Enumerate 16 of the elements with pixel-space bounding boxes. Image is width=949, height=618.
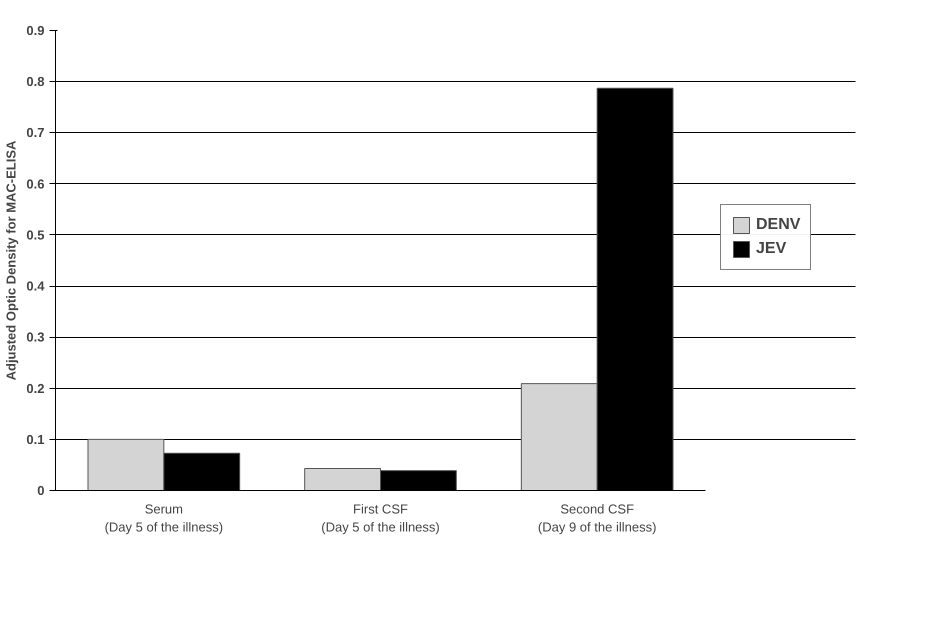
x-tick-label: First CSF (Day 5 of the illness) [321,502,440,534]
x-tick-label: Serum (Day 5 of the illness) [104,502,224,534]
legend-label: JEV [756,240,786,258]
y-tick-label: 0.3 [26,330,45,345]
y-tick-label: 0.2 [26,380,45,396]
y-tick-label: 0 [37,483,45,498]
y-axis-title: Adjusted Optic Density for MAC-ELISA [3,140,18,380]
y-tick-label: 0.5 [26,227,45,242]
y-tick-label: 0.7 [26,125,45,140]
y-tick-label: 0.4 [26,278,46,294]
y-tick-label: 0.8 [26,74,45,90]
y-tick-label: 0.9 [26,23,45,38]
legend-label: DENV [756,216,800,234]
x-tick-label: Second CSF (Day 9 of the illness) [538,502,656,534]
y-tick-label: 0.1 [26,432,45,447]
y-tick-label: 0.6 [26,176,45,192]
